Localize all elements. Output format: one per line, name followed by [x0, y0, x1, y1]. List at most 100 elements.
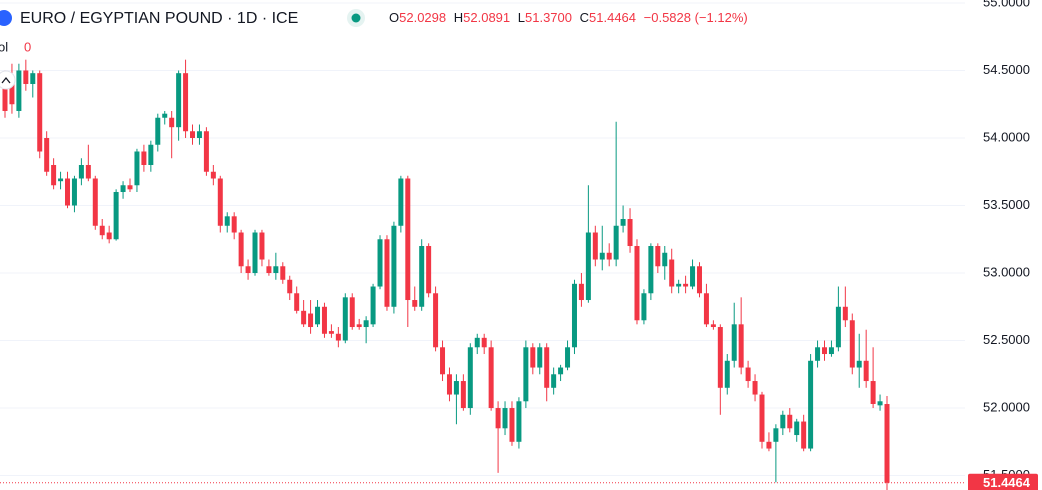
candle-body [113, 192, 119, 240]
candle-body [849, 320, 855, 368]
candle-body [495, 408, 501, 429]
candle-body [794, 421, 800, 436]
candle-body [745, 367, 751, 382]
y-tick-label: 53.0000 [983, 264, 1030, 279]
candle-body [315, 306, 321, 325]
candle-body [446, 374, 452, 395]
candle-body [620, 219, 626, 226]
candle-body [571, 283, 577, 348]
candle-body [224, 216, 230, 226]
candle-body [65, 178, 71, 206]
candle-body [585, 232, 591, 301]
collapse-icon [1, 76, 11, 84]
candle-body [335, 333, 341, 341]
grid [0, 2, 965, 477]
candle-body [752, 381, 758, 395]
candle-body [530, 347, 536, 368]
candle-body [134, 151, 140, 186]
candle-body [759, 394, 765, 442]
h-value: 52.0891 [463, 10, 510, 25]
candle-body [856, 360, 862, 368]
header: EURO / EGYPTIAN POUND · 1D · ICE O52.029… [0, 9, 748, 90]
candle-body [301, 310, 307, 325]
candle-body [884, 404, 890, 483]
candle-body [877, 401, 883, 406]
candle-body [683, 283, 689, 287]
candle-body [634, 246, 640, 321]
candle-body [738, 324, 744, 368]
candle-body [481, 337, 487, 348]
candle-body [342, 297, 348, 341]
candle-body [99, 225, 105, 236]
last-price-box [968, 473, 1038, 490]
candle-body [321, 306, 327, 334]
candle-body [641, 293, 647, 321]
candle-body [662, 252, 668, 267]
candles [0, 59, 965, 490]
candle-body [384, 239, 390, 307]
candle-body [821, 347, 827, 355]
candle-body [717, 327, 723, 388]
candle-body [703, 293, 709, 325]
candle-body [710, 324, 716, 328]
candle-body [328, 331, 334, 334]
candle-body [280, 266, 286, 280]
candle-body [78, 164, 84, 179]
candle-body [516, 401, 522, 442]
o-value: 52.0298 [399, 10, 446, 25]
candle-body [606, 252, 612, 260]
symbol-icon [0, 10, 12, 26]
candle-body [544, 347, 550, 388]
candle-body [356, 324, 362, 328]
candle-body [92, 178, 98, 226]
candle-body [71, 178, 77, 206]
candle-body [801, 421, 807, 449]
candle-body [148, 144, 154, 165]
title: EURO / EGYPTIAN POUND · 1D · ICE [20, 10, 298, 27]
candle-body [474, 337, 480, 348]
candle-body [183, 73, 189, 132]
candle-body [398, 178, 404, 226]
candle-body [141, 151, 147, 165]
candle-body [488, 347, 494, 409]
candle-body [252, 232, 258, 274]
y-tick-label: 52.0000 [983, 399, 1030, 414]
candle-body [537, 347, 543, 368]
candle-body [238, 232, 244, 267]
candle-body [433, 293, 439, 348]
candle-body [377, 239, 383, 287]
candle-body [44, 137, 50, 172]
candle-body [217, 178, 223, 226]
candle-body [23, 70, 29, 84]
candle-body [51, 164, 57, 186]
l-label: L [518, 10, 525, 25]
candle-body [287, 279, 293, 294]
volume-value: 0 [24, 39, 31, 54]
candle-body [210, 171, 216, 179]
y-tick-label: 54.5000 [983, 62, 1030, 77]
y-tick-label: 52.5000 [983, 332, 1030, 347]
candle-body [655, 246, 661, 267]
candle-body [648, 246, 654, 294]
candle-body [412, 300, 418, 307]
candle-body [426, 246, 432, 294]
candle-body [523, 347, 529, 402]
candle-body [863, 360, 869, 382]
candle-body [773, 428, 779, 442]
candle-body [828, 347, 834, 355]
ohlc-legend: O52.0298 H52.0891 L51.3700 C51.4464 −0.5… [389, 10, 748, 25]
candle-body [870, 381, 876, 404]
price-axis: 51.500052.000052.500053.000053.500054.00… [968, 0, 1038, 490]
candle-body [627, 219, 633, 247]
o-label: O [389, 10, 399, 25]
candle-body [196, 131, 202, 138]
candle-body [690, 266, 696, 287]
candle-body [259, 232, 265, 260]
candle-body [558, 367, 564, 375]
candle-body [613, 225, 619, 260]
candle-body [787, 414, 793, 429]
l-value: 51.3700 [525, 10, 572, 25]
h-label: H [454, 10, 463, 25]
candle-body [835, 306, 841, 348]
